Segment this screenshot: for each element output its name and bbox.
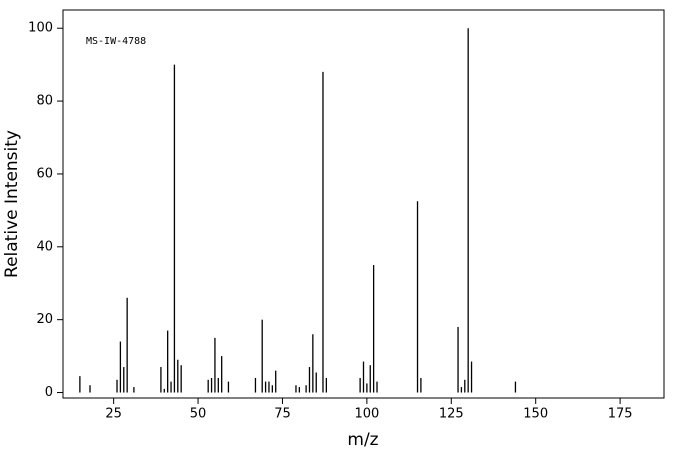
x-tick-label: 175 — [608, 407, 633, 422]
plot-frame — [62, 9, 665, 399]
y-tick-label: 60 — [36, 166, 53, 181]
x-tick-label: 75 — [274, 407, 291, 422]
y-tick-label: 0 — [45, 385, 53, 400]
x-tick-label: 150 — [523, 407, 548, 422]
x-tick-label: 100 — [354, 407, 379, 422]
y-tick-label: 40 — [36, 239, 53, 254]
x-tick-label: 125 — [439, 407, 464, 422]
y-tick-label: 20 — [36, 312, 53, 327]
annotation: MS-IW-4788 — [86, 36, 146, 47]
y-tick-label: 80 — [36, 94, 53, 109]
x-tick-label: 25 — [105, 407, 122, 422]
x-tick-label: 50 — [190, 407, 207, 422]
x-axis-label: m/z — [347, 430, 378, 450]
y-axis-label: Relative Intensity — [2, 130, 22, 278]
y-tick-label: 100 — [28, 21, 53, 36]
